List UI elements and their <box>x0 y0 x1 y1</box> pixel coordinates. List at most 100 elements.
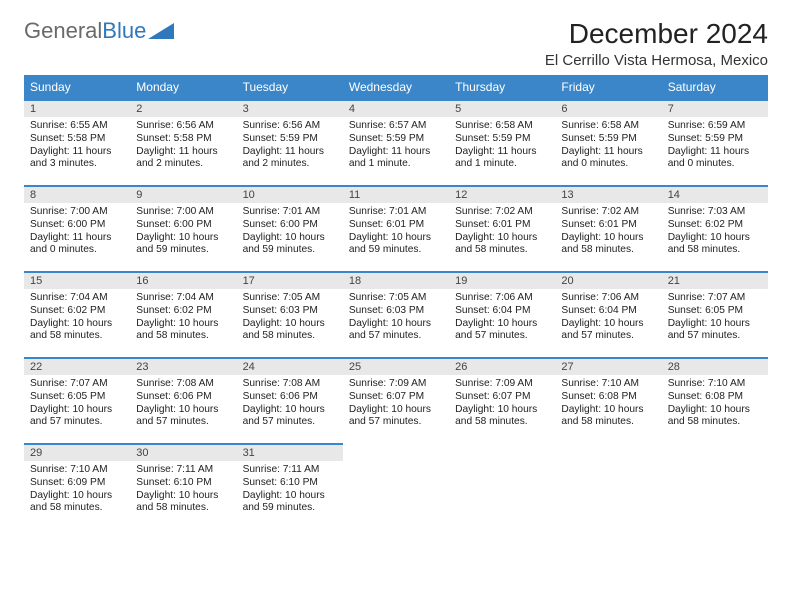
calendar-table: Sunday Monday Tuesday Wednesday Thursday… <box>24 75 768 530</box>
sunset-text: Sunset: 6:00 PM <box>30 219 124 232</box>
sunset-text: Sunset: 6:03 PM <box>243 305 337 318</box>
calendar-cell: 1Sunrise: 6:55 AMSunset: 5:58 PMDaylight… <box>24 100 130 186</box>
calendar-cell <box>343 444 449 530</box>
daylight-text: Daylight: 11 hours and 1 minute. <box>455 146 549 172</box>
calendar-cell: 2Sunrise: 6:56 AMSunset: 5:58 PMDaylight… <box>130 100 236 186</box>
day-details: Sunrise: 7:08 AMSunset: 6:06 PMDaylight:… <box>237 375 343 433</box>
brand-logo: GeneralBlue <box>24 18 174 44</box>
day-details: Sunrise: 7:06 AMSunset: 6:04 PMDaylight:… <box>555 289 661 347</box>
day-details: Sunrise: 7:06 AMSunset: 6:04 PMDaylight:… <box>449 289 555 347</box>
day-number: 15 <box>24 273 130 289</box>
sunrise-text: Sunrise: 6:57 AM <box>349 120 443 133</box>
daylight-text: Daylight: 10 hours and 58 minutes. <box>243 318 337 344</box>
sunset-text: Sunset: 6:02 PM <box>668 219 762 232</box>
sunrise-text: Sunrise: 6:59 AM <box>668 120 762 133</box>
calendar-row: 15Sunrise: 7:04 AMSunset: 6:02 PMDayligh… <box>24 272 768 358</box>
day-number: 17 <box>237 273 343 289</box>
sunset-text: Sunset: 6:07 PM <box>455 391 549 404</box>
daylight-text: Daylight: 10 hours and 58 minutes. <box>455 404 549 430</box>
calendar-cell: 18Sunrise: 7:05 AMSunset: 6:03 PMDayligh… <box>343 272 449 358</box>
calendar-cell: 4Sunrise: 6:57 AMSunset: 5:59 PMDaylight… <box>343 100 449 186</box>
calendar-row: 1Sunrise: 6:55 AMSunset: 5:58 PMDaylight… <box>24 100 768 186</box>
sunrise-text: Sunrise: 7:06 AM <box>561 292 655 305</box>
calendar-row: 22Sunrise: 7:07 AMSunset: 6:05 PMDayligh… <box>24 358 768 444</box>
weekday-header: Wednesday <box>343 75 449 100</box>
sunrise-text: Sunrise: 7:06 AM <box>455 292 549 305</box>
day-number: 8 <box>24 187 130 203</box>
daylight-text: Daylight: 10 hours and 57 minutes. <box>349 404 443 430</box>
daylight-text: Daylight: 11 hours and 1 minute. <box>349 146 443 172</box>
month-title: December 2024 <box>545 18 768 50</box>
day-details: Sunrise: 7:00 AMSunset: 6:00 PMDaylight:… <box>24 203 130 261</box>
daylight-text: Daylight: 10 hours and 59 minutes. <box>243 232 337 258</box>
daylight-text: Daylight: 10 hours and 58 minutes. <box>136 490 230 516</box>
calendar-cell: 26Sunrise: 7:09 AMSunset: 6:07 PMDayligh… <box>449 358 555 444</box>
daylight-text: Daylight: 11 hours and 2 minutes. <box>243 146 337 172</box>
day-number: 30 <box>130 445 236 461</box>
sunset-text: Sunset: 5:59 PM <box>561 133 655 146</box>
day-details: Sunrise: 7:02 AMSunset: 6:01 PMDaylight:… <box>555 203 661 261</box>
day-details: Sunrise: 7:10 AMSunset: 6:09 PMDaylight:… <box>24 461 130 519</box>
day-details: Sunrise: 7:05 AMSunset: 6:03 PMDaylight:… <box>343 289 449 347</box>
calendar-cell: 14Sunrise: 7:03 AMSunset: 6:02 PMDayligh… <box>662 186 768 272</box>
sunrise-text: Sunrise: 6:56 AM <box>136 120 230 133</box>
calendar-cell <box>662 444 768 530</box>
calendar-cell: 5Sunrise: 6:58 AMSunset: 5:59 PMDaylight… <box>449 100 555 186</box>
day-number: 7 <box>662 101 768 117</box>
calendar-cell: 6Sunrise: 6:58 AMSunset: 5:59 PMDaylight… <box>555 100 661 186</box>
header: GeneralBlue December 2024 El Cerrillo Vi… <box>24 18 768 69</box>
day-number: 10 <box>237 187 343 203</box>
day-number: 9 <box>130 187 236 203</box>
daylight-text: Daylight: 10 hours and 58 minutes. <box>668 404 762 430</box>
day-number: 21 <box>662 273 768 289</box>
sunset-text: Sunset: 5:58 PM <box>136 133 230 146</box>
sunrise-text: Sunrise: 7:03 AM <box>668 206 762 219</box>
sunrise-text: Sunrise: 6:55 AM <box>30 120 124 133</box>
day-details: Sunrise: 7:02 AMSunset: 6:01 PMDaylight:… <box>449 203 555 261</box>
day-number: 1 <box>24 101 130 117</box>
sunset-text: Sunset: 6:06 PM <box>243 391 337 404</box>
daylight-text: Daylight: 10 hours and 57 minutes. <box>561 318 655 344</box>
day-details: Sunrise: 6:58 AMSunset: 5:59 PMDaylight:… <box>555 117 661 175</box>
day-number: 27 <box>555 359 661 375</box>
daylight-text: Daylight: 10 hours and 58 minutes. <box>455 232 549 258</box>
weekday-header: Sunday <box>24 75 130 100</box>
day-number: 20 <box>555 273 661 289</box>
day-details: Sunrise: 6:57 AMSunset: 5:59 PMDaylight:… <box>343 117 449 175</box>
weekday-header: Friday <box>555 75 661 100</box>
weekday-header: Saturday <box>662 75 768 100</box>
weekday-header: Tuesday <box>237 75 343 100</box>
sunrise-text: Sunrise: 7:01 AM <box>243 206 337 219</box>
day-number: 14 <box>662 187 768 203</box>
daylight-text: Daylight: 10 hours and 59 minutes. <box>136 232 230 258</box>
weekday-header: Thursday <box>449 75 555 100</box>
calendar-page: GeneralBlue December 2024 El Cerrillo Vi… <box>0 0 792 530</box>
day-number: 2 <box>130 101 236 117</box>
weekday-header-row: Sunday Monday Tuesday Wednesday Thursday… <box>24 75 768 100</box>
brand-name-b: Blue <box>102 18 146 44</box>
day-number: 28 <box>662 359 768 375</box>
sunset-text: Sunset: 6:00 PM <box>136 219 230 232</box>
calendar-cell: 12Sunrise: 7:02 AMSunset: 6:01 PMDayligh… <box>449 186 555 272</box>
sunset-text: Sunset: 6:01 PM <box>349 219 443 232</box>
calendar-cell: 29Sunrise: 7:10 AMSunset: 6:09 PMDayligh… <box>24 444 130 530</box>
calendar-cell: 9Sunrise: 7:00 AMSunset: 6:00 PMDaylight… <box>130 186 236 272</box>
day-number: 22 <box>24 359 130 375</box>
day-details: Sunrise: 7:10 AMSunset: 6:08 PMDaylight:… <box>662 375 768 433</box>
day-details: Sunrise: 7:01 AMSunset: 6:01 PMDaylight:… <box>343 203 449 261</box>
sunrise-text: Sunrise: 7:09 AM <box>349 378 443 391</box>
sunrise-text: Sunrise: 7:11 AM <box>243 464 337 477</box>
location-label: El Cerrillo Vista Hermosa, Mexico <box>545 52 768 69</box>
daylight-text: Daylight: 10 hours and 59 minutes. <box>243 490 337 516</box>
day-details: Sunrise: 7:08 AMSunset: 6:06 PMDaylight:… <box>130 375 236 433</box>
daylight-text: Daylight: 10 hours and 57 minutes. <box>243 404 337 430</box>
day-number: 3 <box>237 101 343 117</box>
sunset-text: Sunset: 6:07 PM <box>349 391 443 404</box>
daylight-text: Daylight: 11 hours and 0 minutes. <box>561 146 655 172</box>
day-number: 11 <box>343 187 449 203</box>
calendar-cell: 15Sunrise: 7:04 AMSunset: 6:02 PMDayligh… <box>24 272 130 358</box>
sunset-text: Sunset: 6:02 PM <box>30 305 124 318</box>
calendar-cell: 28Sunrise: 7:10 AMSunset: 6:08 PMDayligh… <box>662 358 768 444</box>
day-details: Sunrise: 6:55 AMSunset: 5:58 PMDaylight:… <box>24 117 130 175</box>
calendar-row: 8Sunrise: 7:00 AMSunset: 6:00 PMDaylight… <box>24 186 768 272</box>
